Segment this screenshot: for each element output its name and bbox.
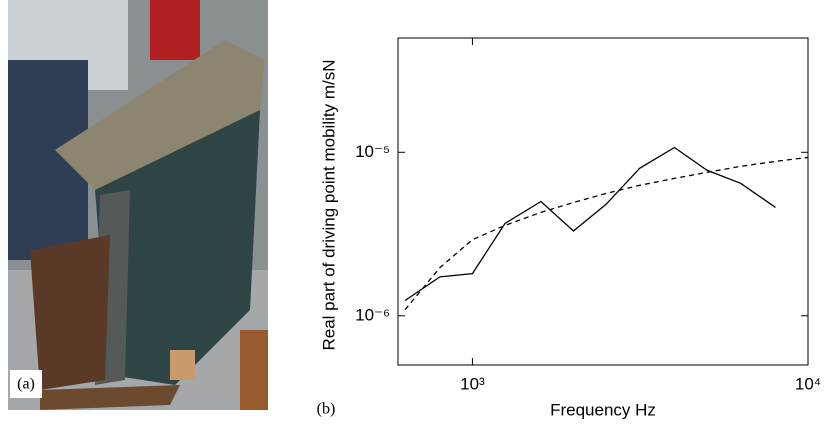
y-tick-label: 10⁻⁵ xyxy=(355,142,390,161)
panel-label: (a) xyxy=(17,376,35,393)
y-tick-label: 10⁻⁶ xyxy=(355,305,390,324)
panel-label: (b) xyxy=(317,401,336,418)
y-axis-label: Real part of driving point mobility m/sN xyxy=(319,59,338,350)
x-axis-label: Frequency Hz xyxy=(550,400,656,419)
x-tick-label: 10³ xyxy=(460,374,485,393)
series-line xyxy=(404,146,776,302)
photo xyxy=(8,0,268,410)
x-tick-label: 10⁴ xyxy=(795,374,821,393)
panel-label-box xyxy=(10,370,42,398)
series-line xyxy=(404,156,809,311)
plot-frame xyxy=(397,37,809,366)
